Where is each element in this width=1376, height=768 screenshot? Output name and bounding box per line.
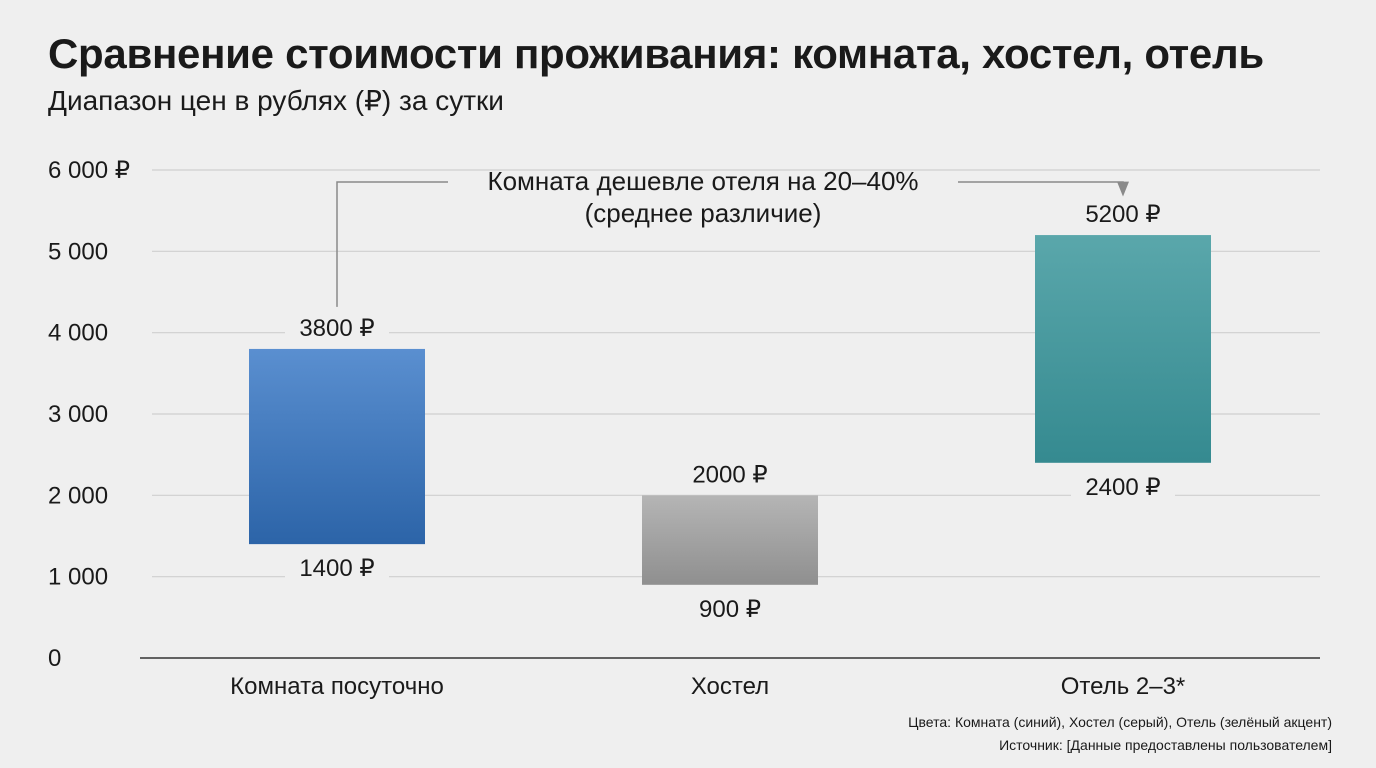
y-tick-label: 0 (48, 645, 61, 672)
label-background (285, 552, 389, 583)
y-axis-ticks: 0 1 000 2 000 3 000 4 000 5 000 6 000 ₽ (48, 157, 130, 672)
label-background (1071, 470, 1175, 501)
y-tick-label: 5 000 (48, 238, 108, 265)
y-tick-label: 3 000 (48, 401, 108, 428)
annotation-line-left (336, 181, 448, 307)
x-category-label: Хостел (691, 673, 769, 700)
bar-max-label: 3800 ₽ (299, 315, 374, 342)
x-category-label: Отель 2–3* (1061, 673, 1186, 700)
y-tick-label: 4 000 (48, 320, 108, 347)
footnote-source: Источник: [Данные предоставлены пользова… (999, 737, 1332, 753)
footnote-colors: Цвета: Комната (синий), Хостел (серый), … (908, 714, 1332, 730)
y-tick-label: 6 000 ₽ (48, 157, 130, 184)
range-bar (1035, 235, 1211, 463)
bar-min-label: 2400 ₽ (1085, 474, 1160, 501)
label-background (678, 592, 782, 623)
x-category-label: Комната посуточно (230, 673, 444, 700)
annotation: Комната дешевле отеля на 20–40%(среднее … (336, 166, 1129, 307)
bar-max-label: 2000 ₽ (692, 461, 767, 488)
label-background (1071, 197, 1175, 228)
range-bar (249, 348, 425, 545)
annotation-text-line2: (среднее различие) (585, 198, 822, 228)
bar-min-label: 1400 ₽ (299, 555, 374, 582)
x-axis-categories: Комната посуточно Хостел Отель 2–3* (230, 673, 1185, 700)
bar-min-label: 900 ₽ (699, 596, 761, 623)
label-background (678, 457, 782, 488)
range-bar (642, 495, 818, 585)
bars: 3800 ₽ 1400 ₽ 2000 ₽ 900 ₽ 5200 ₽ 2400 ₽ (249, 197, 1211, 623)
chart-subtitle: Диапазон цен в рублях (₽) за сутки (48, 85, 504, 116)
label-background (285, 310, 389, 341)
annotation-text-line1: Комната дешевле отеля на 20–40% (487, 166, 918, 196)
chart-title: Сравнение стоимости проживания: комната,… (48, 30, 1264, 77)
bar-max-label: 5200 ₽ (1085, 201, 1160, 228)
annotation-arrow-right (958, 181, 1129, 197)
y-tick-label: 2 000 (48, 482, 108, 509)
y-tick-label: 1 000 (48, 564, 108, 591)
